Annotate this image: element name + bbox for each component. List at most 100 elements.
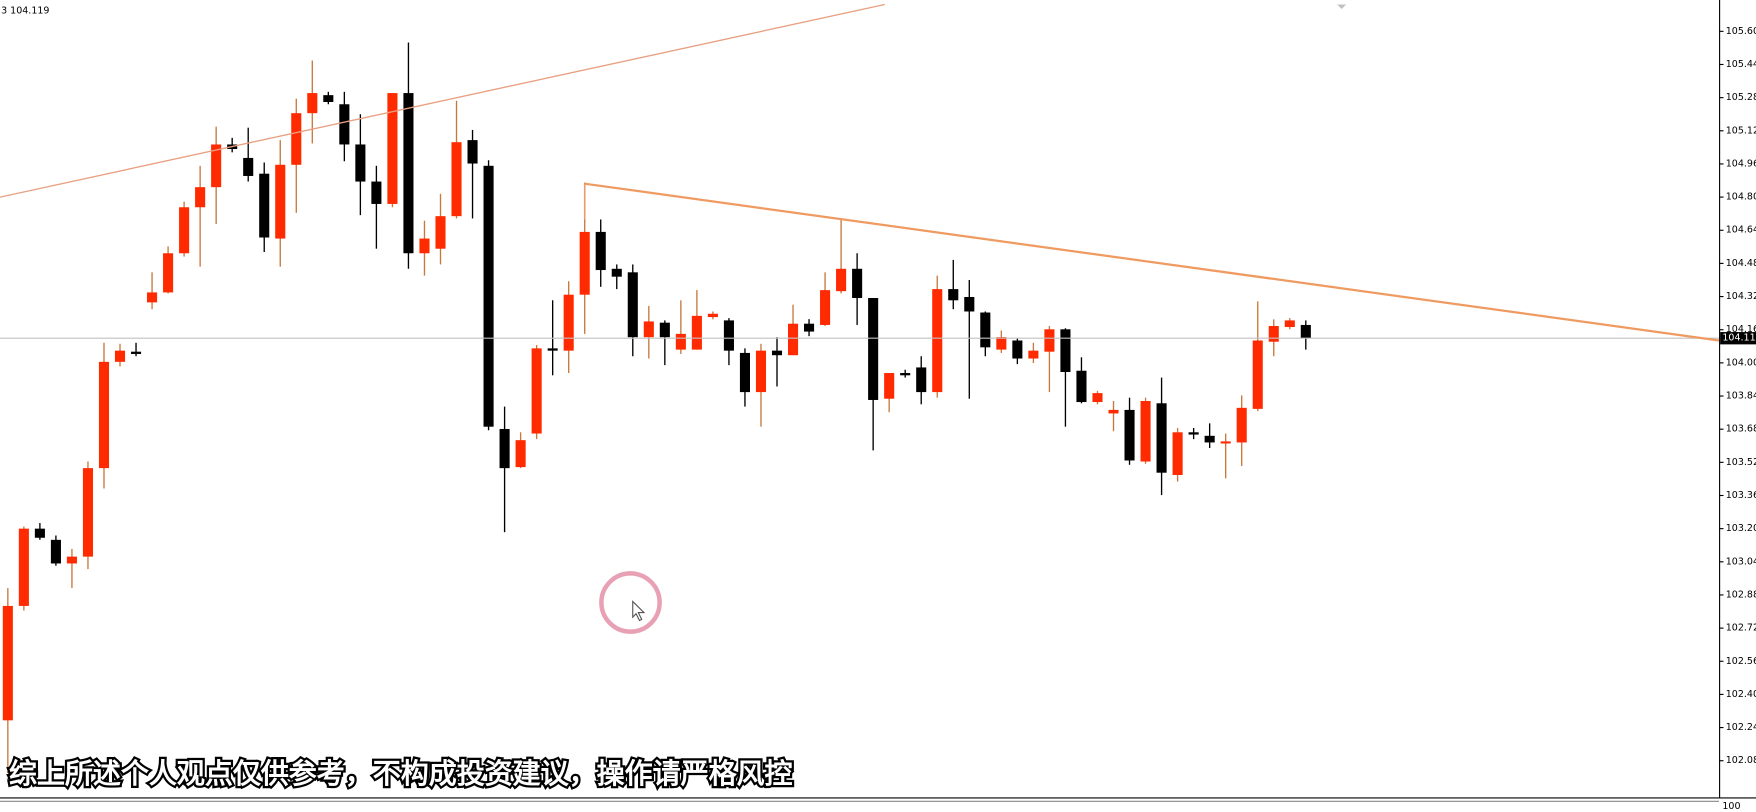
candle-body (275, 164, 286, 239)
candle-body (755, 350, 767, 393)
y-tick-label: 104.800 (1726, 192, 1756, 203)
candle-body (595, 231, 606, 271)
candle-body (836, 268, 847, 292)
candle-body (868, 298, 879, 400)
candle-body (531, 348, 542, 434)
y-tick-label: 104.480 (1726, 258, 1756, 269)
candle-body (611, 268, 622, 277)
candle-body (884, 373, 895, 399)
candle-body (739, 352, 750, 393)
candle-body (707, 313, 718, 318)
candle-body (563, 294, 574, 351)
candle-body (579, 231, 590, 295)
y-tick-label: 102.560 (1726, 656, 1756, 667)
candle-body (900, 373, 911, 376)
candle-body (643, 321, 654, 338)
y-tick-label: 102.080 (1726, 755, 1756, 766)
candle-body (355, 144, 366, 182)
candle-body (1156, 403, 1167, 473)
candle-body (980, 312, 991, 348)
candle-body (1236, 407, 1247, 443)
candle-body (627, 272, 638, 338)
y-tick-label: 103.680 (1726, 424, 1756, 435)
y-tick-label: 105.600 (1726, 26, 1756, 37)
candle-body (916, 367, 927, 393)
candle-body (34, 528, 45, 538)
candle-body (371, 181, 382, 204)
candle-body (1028, 350, 1039, 359)
candle-body (820, 290, 831, 325)
y-tick-label: 105.440 (1726, 59, 1756, 70)
candle-body (1124, 409, 1135, 461)
header-text: 3 104.119 (1, 6, 49, 17)
candle-body (114, 350, 126, 362)
y-tick-label: 105.120 (1726, 125, 1756, 136)
y-tick-label: 102.880 (1726, 589, 1756, 600)
y-tick-label: 103.520 (1726, 457, 1756, 468)
y-tick-label: 104.960 (1726, 158, 1756, 169)
candle-body (82, 468, 93, 557)
y-tick-label: 104.160 (1726, 324, 1756, 335)
candle-body (1044, 329, 1055, 352)
y-tick-label: 102.240 (1726, 722, 1756, 733)
candle-body (291, 113, 302, 165)
current-price-box (1720, 332, 1756, 345)
candle-body (387, 93, 398, 204)
candle-body (1092, 393, 1103, 403)
y-tick-label: 103.200 (1726, 523, 1756, 534)
candle-body (18, 528, 29, 606)
candle-body (948, 289, 959, 301)
y-tick-label: 105.280 (1726, 92, 1756, 103)
candle-body (130, 351, 142, 354)
plot-area (0, 42, 1720, 773)
candle-body (1172, 432, 1183, 475)
candle-body (1284, 320, 1295, 328)
candle-body (1204, 435, 1215, 443)
candle-body (659, 322, 670, 338)
candle-body (435, 216, 446, 249)
candle-body (1268, 325, 1279, 342)
candle-body (787, 323, 799, 356)
candle-body (515, 440, 526, 468)
candle-body (50, 539, 61, 564)
candle-body (419, 238, 430, 254)
candle-body (403, 93, 414, 254)
candle-body (451, 142, 462, 217)
candle-body (1108, 409, 1119, 414)
candle-body (467, 140, 478, 164)
y-tick-label: 104.640 (1726, 225, 1756, 236)
y-tick-label: 103.840 (1726, 391, 1756, 402)
candle-body (307, 93, 318, 114)
y-tick-label: 102.720 (1726, 623, 1756, 634)
candle-body (1220, 441, 1231, 444)
y-tick-label: 102.400 (1726, 689, 1756, 700)
candle-body (771, 350, 783, 356)
candle-body (547, 348, 558, 351)
candle-body (1076, 370, 1087, 403)
candle-body (211, 144, 222, 188)
candle-body (98, 361, 110, 469)
candle-body (1300, 324, 1311, 339)
candle-body (66, 556, 77, 564)
candle-body (243, 157, 254, 176)
candle-body (483, 165, 494, 427)
candle-body (723, 320, 734, 351)
candle-body (675, 333, 686, 350)
candle-body (1060, 329, 1071, 372)
y-tick-label: 103.360 (1726, 490, 1756, 501)
candle-body (323, 95, 334, 102)
candle-body (804, 323, 815, 332)
caption: 综上所述个人观点仅供参考，不构成投资建议，操作请严格风控 (9, 757, 793, 790)
candle-body (195, 187, 206, 208)
candle-body (852, 268, 863, 299)
marker (1337, 4, 1347, 9)
candle-body (339, 104, 350, 145)
y-tick-label: 103.040 (1726, 556, 1756, 567)
candle-body (932, 289, 943, 393)
candle-body (2, 605, 13, 721)
candle-body (1188, 432, 1199, 435)
candle-body (691, 315, 702, 350)
candle-body (163, 253, 174, 293)
candle-body (1252, 340, 1263, 409)
